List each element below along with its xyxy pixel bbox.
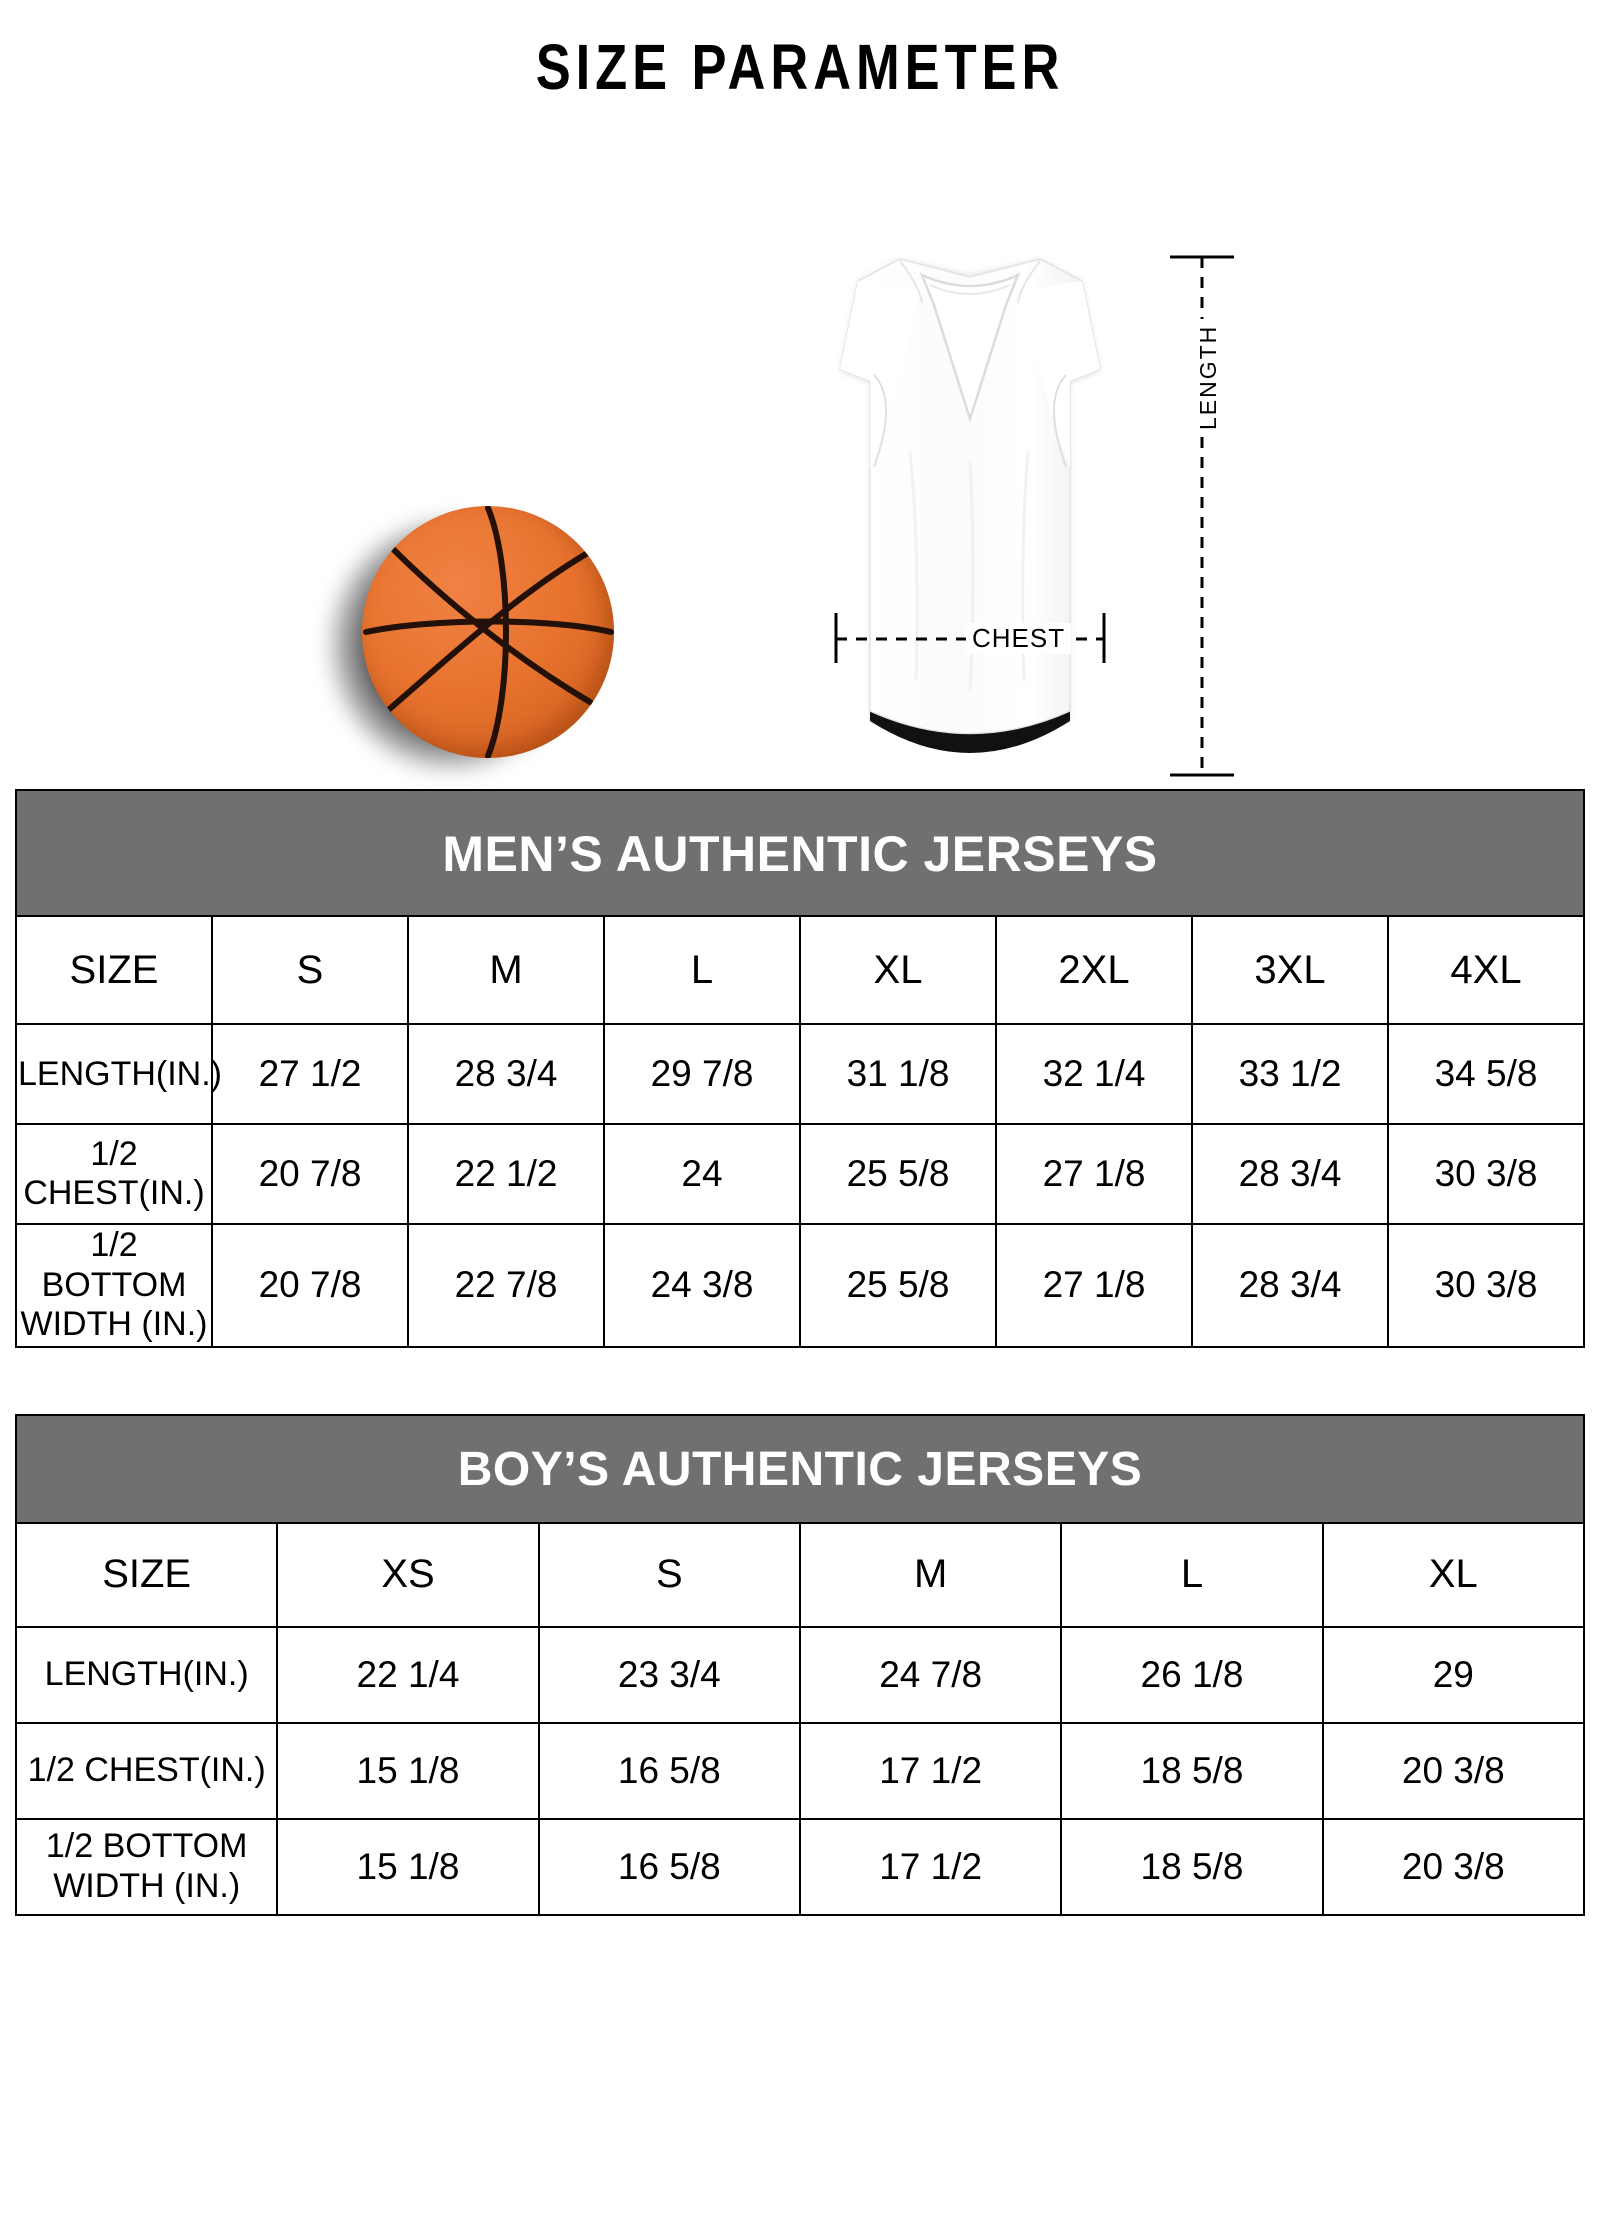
table-cell: 15 1/8 (276, 1721, 540, 1820)
table-cell: 16 5/8 (537, 1817, 801, 1916)
table-cell: 29 (1321, 1625, 1586, 1724)
column-header: L (603, 915, 801, 1026)
column-header: 3XL (1191, 915, 1389, 1026)
table-cell: 22 7/8 (407, 1223, 605, 1348)
boys-size-table: SIZE XS S M L XL LENGTH(IN.) 22 1/4 23 3… (14, 1521, 1586, 1916)
mens-table-heading: MEN’S AUTHENTIC JERSEYS (15, 789, 1585, 916)
length-label: LENGTH (1195, 318, 1222, 437)
row-label-line1: 1/2 BOTTOM (41, 1226, 187, 1304)
row-label-line2: WIDTH (IN.) (53, 1866, 241, 1905)
length-dimension-line (1170, 255, 1234, 777)
table-cell: 34 5/8 (1387, 1023, 1585, 1126)
table-row: 1/2 CHEST(IN.) 20 7/8 22 1/2 24 25 5/8 2… (15, 1123, 1585, 1226)
row-label: LENGTH(IN.) (15, 1023, 222, 1126)
table-cell: 33 1/2 (1191, 1023, 1389, 1126)
table-row: LENGTH(IN.) 22 1/4 23 3/4 24 7/8 26 1/8 … (14, 1625, 1586, 1724)
row-label: 1/2 CHEST(IN.) (15, 1123, 213, 1226)
column-header: S (537, 1521, 801, 1628)
table-cell: 18 5/8 (1060, 1721, 1324, 1820)
table-cell: 26 1/8 (1060, 1625, 1324, 1724)
table-row: 1/2 CHEST(IN.) 15 1/8 16 5/8 17 1/2 18 5… (14, 1721, 1586, 1820)
row-label: 1/2 BOTTOM WIDTH (IN.) (14, 1817, 279, 1916)
column-header: L (1060, 1521, 1324, 1628)
table-cell: 16 5/8 (537, 1721, 801, 1820)
table-cell: 20 3/8 (1321, 1817, 1586, 1916)
table-cell: 24 (603, 1123, 801, 1226)
table-cell: 25 5/8 (799, 1123, 997, 1226)
basketball-icon (330, 496, 630, 796)
table-cell: 20 7/8 (211, 1223, 409, 1348)
table-cell: 28 3/4 (1191, 1123, 1389, 1226)
mens-size-table: SIZE S M L XL 2XL 3XL 4XL LENGTH(IN.) 27… (15, 915, 1585, 1348)
table-cell: 27 1/8 (995, 1123, 1193, 1226)
chest-label: CHEST (966, 623, 1072, 655)
row-label: LENGTH(IN.) (14, 1625, 279, 1724)
column-header: SIZE (14, 1521, 279, 1628)
boys-size-table-block: BOY’S AUTHENTIC JERSEYS SIZE XS S M L XL… (14, 1413, 1586, 1916)
table-cell: 25 5/8 (799, 1223, 997, 1348)
table-cell: 31 1/8 (799, 1023, 997, 1126)
table-cell: 27 1/8 (995, 1223, 1193, 1348)
basketball-seams-icon (363, 506, 614, 759)
illustration-area: CHEST LENGTH (0, 101, 1600, 781)
table-cell: 20 3/8 (1321, 1721, 1586, 1820)
jersey-icon (839, 258, 1101, 754)
table-cell: 18 5/8 (1060, 1817, 1324, 1916)
row-label-line2: WIDTH (IN.) (20, 1305, 208, 1344)
column-header: M (407, 915, 605, 1026)
table-cell: 32 1/4 (995, 1023, 1193, 1126)
table-cell: 23 3/4 (537, 1625, 801, 1724)
column-header: 4XL (1387, 915, 1585, 1026)
row-label: 1/2 BOTTOM WIDTH (IN.) (15, 1223, 213, 1348)
column-header: XL (1321, 1521, 1586, 1628)
column-header: XL (799, 915, 997, 1026)
table-cell: 17 1/2 (798, 1721, 1063, 1820)
row-label: 1/2 CHEST(IN.) (14, 1721, 279, 1820)
table-header-row: SIZE S M L XL 2XL 3XL 4XL (15, 915, 1585, 1026)
table-row: 1/2 BOTTOM WIDTH (IN.) 20 7/8 22 7/8 24 … (15, 1223, 1585, 1348)
column-header: 2XL (995, 915, 1193, 1026)
column-header: S (211, 915, 409, 1026)
page-title: SIZE PARAMETER (535, 31, 1065, 103)
table-cell: 28 3/4 (1191, 1223, 1389, 1348)
table-cell: 20 7/8 (211, 1123, 409, 1226)
basketball-sphere (362, 506, 614, 759)
table-cell: 24 7/8 (798, 1625, 1063, 1724)
table-cell: 28 3/4 (407, 1023, 605, 1126)
table-cell: 22 1/4 (276, 1625, 540, 1724)
table-cell: 30 3/8 (1387, 1223, 1585, 1348)
table-header-row: SIZE XS S M L XL (14, 1521, 1586, 1628)
table-cell: 15 1/8 (276, 1817, 540, 1916)
chest-dimension-line (834, 613, 1106, 664)
table-cell: 17 1/2 (798, 1817, 1063, 1916)
column-header: XS (276, 1521, 540, 1628)
table-cell: 30 3/8 (1387, 1123, 1585, 1226)
table-cell: 29 7/8 (603, 1023, 801, 1126)
column-header: M (798, 1521, 1063, 1628)
table-cell: 22 1/2 (407, 1123, 605, 1226)
table-row: 1/2 BOTTOM WIDTH (IN.) 15 1/8 16 5/8 17 … (14, 1817, 1586, 1916)
column-header: SIZE (15, 915, 213, 1026)
mens-size-table-block: MEN’S AUTHENTIC JERSEYS SIZE S M L XL 2X… (15, 789, 1585, 1348)
jersey-diagram: CHEST (770, 251, 1170, 781)
table-cell: 27 1/2 (211, 1023, 409, 1126)
table-row: LENGTH(IN.) 27 1/2 28 3/4 29 7/8 31 1/8 … (15, 1023, 1585, 1126)
table-cell: 24 3/8 (603, 1223, 801, 1348)
row-label-line1: 1/2 BOTTOM (45, 1827, 248, 1866)
boys-table-heading: BOY’S AUTHENTIC JERSEYS (15, 1413, 1585, 1522)
